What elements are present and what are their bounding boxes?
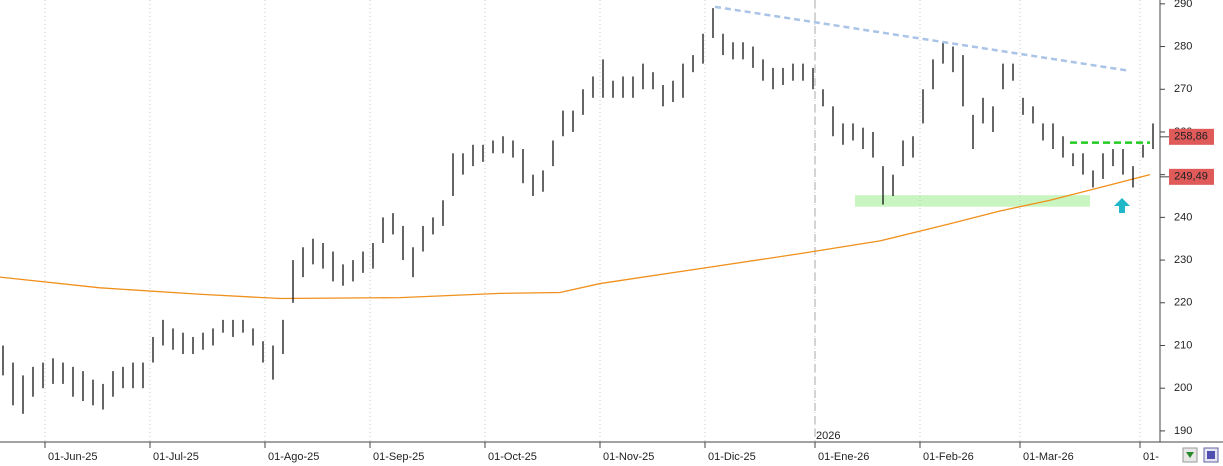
y-tick-label: 290	[1174, 0, 1192, 10]
year-label: 2026	[816, 430, 840, 442]
arrow-annotation	[1114, 198, 1130, 213]
y-tick-label: 270	[1174, 83, 1192, 95]
y-tick-label: 220	[1174, 297, 1192, 309]
y-tick-label: 200	[1174, 382, 1192, 394]
arrow	[1114, 198, 1130, 213]
moving-average	[0, 174, 1151, 300]
save-icon	[1207, 451, 1215, 459]
y-tick-label: 230	[1174, 254, 1192, 266]
x-tick-label: 01-Ago-25	[268, 451, 319, 463]
x-tick-label: 01-Sep-25	[373, 451, 424, 463]
x-tick-label: 01-Oct-25	[488, 451, 537, 463]
x-tick-label: 01-Feb-26	[923, 451, 974, 463]
toolbar	[1182, 447, 1219, 463]
y-tick-label: 210	[1174, 339, 1192, 351]
price-label-box	[1169, 128, 1214, 145]
scroll-icon	[1186, 452, 1194, 458]
support-zone	[855, 195, 1090, 207]
x-tick-label: 01-Jun-25	[48, 451, 98, 463]
price-label: 258,86	[1174, 131, 1208, 143]
x-tick-label: 01-Ene-26	[818, 451, 869, 463]
y-tick-label: 240	[1174, 211, 1192, 223]
price-label-box	[1169, 168, 1214, 185]
y-tick-label: 190	[1174, 425, 1192, 437]
x-tick-label: 01-	[1143, 451, 1159, 463]
x-tick-label: 01-Jul-25	[153, 451, 199, 463]
price-label: 249,49	[1174, 171, 1208, 183]
y-tick-label: 280	[1174, 40, 1192, 52]
x-tick-label: 01-Nov-25	[603, 451, 654, 463]
x-tick-label: 01-Dic-25	[708, 451, 756, 463]
x-tick-label: 01-Mar-26	[1023, 451, 1074, 463]
